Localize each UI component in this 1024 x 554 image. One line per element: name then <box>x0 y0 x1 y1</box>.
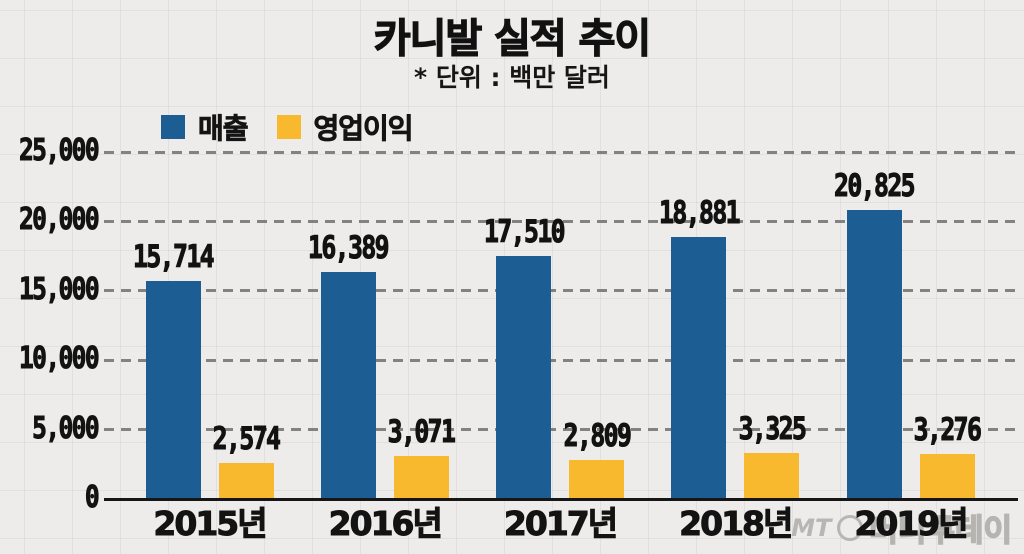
x-axis-label-2017년: 2017년 <box>503 504 618 544</box>
value-label-매출-2019년: 20,825 <box>834 167 916 204</box>
legend-label-profit: 영업이익 <box>313 112 414 146</box>
value-label-영업이익-2018년: 3,325 <box>738 410 807 447</box>
y-axis-tick-label: 10,000 <box>18 341 100 377</box>
x-axis-label-2019년: 2019년 <box>854 504 969 544</box>
value-label-매출-2016년: 16,389 <box>308 229 390 266</box>
gridline-20000 <box>104 219 1018 223</box>
y-axis-tick-label: 0 <box>84 480 100 516</box>
legend-swatch-revenue <box>161 115 185 139</box>
value-label-매출-2015년: 15,714 <box>133 238 215 275</box>
value-label-매출-2017년: 17,510 <box>483 213 565 250</box>
x-axis-line <box>104 498 1018 501</box>
bar-영업이익-2017년 <box>569 460 624 499</box>
bar-영업이익-2018년 <box>744 452 800 499</box>
gridline-5000 <box>104 428 1018 432</box>
bar-영업이익-2016년 <box>393 456 449 499</box>
gridline-10000 <box>104 358 1018 362</box>
value-label-영업이익-2015년: 2,574 <box>212 421 281 458</box>
value-label-영업이익-2016년: 3,071 <box>387 414 456 451</box>
y-axis-tick-label: 15,000 <box>18 271 100 307</box>
value-label-영업이익-2019년: 3,276 <box>913 411 982 448</box>
y-axis-tick-label: 25,000 <box>18 133 100 169</box>
x-axis-label-2015년: 2015년 <box>153 504 268 544</box>
legend: 매출 영업이익 <box>161 107 414 147</box>
value-label-영업이익-2017년: 2,809 <box>563 417 632 454</box>
watermark-moneytoday-text: 머니투데이 <box>869 512 1013 550</box>
legend-label-revenue: 매출 <box>198 112 249 146</box>
gridline-15000 <box>104 289 1018 293</box>
bar-매출-2015년 <box>145 280 201 499</box>
chart-title: 카니발 실적 추이 <box>373 15 652 62</box>
bar-매출-2019년 <box>846 209 902 499</box>
watermark: MT 머니투데이 <box>791 505 1013 550</box>
watermark-mt-text: MT <box>791 513 832 542</box>
x-axis-label-2018년: 2018년 <box>679 504 794 544</box>
y-axis-tick-label: 20,000 <box>18 202 100 238</box>
x-axis-label-2016년: 2016년 <box>328 504 443 544</box>
value-label-매출-2018년: 18,881 <box>658 194 740 231</box>
chart-unit-note: * 단위 : 백만 달러 <box>414 63 610 92</box>
bar-영업이익-2015년 <box>218 463 274 499</box>
bar-매출-2016년 <box>320 271 376 499</box>
legend-swatch-profit <box>276 115 301 139</box>
y-axis-tick-label: 5,000 <box>32 410 100 446</box>
gridline-25000 <box>104 150 1018 154</box>
bar-매출-2018년 <box>671 236 727 499</box>
bar-영업이익-2019년 <box>919 453 975 499</box>
moneytoday-logo-icon <box>837 514 864 541</box>
bar-매출-2017년 <box>496 255 551 499</box>
